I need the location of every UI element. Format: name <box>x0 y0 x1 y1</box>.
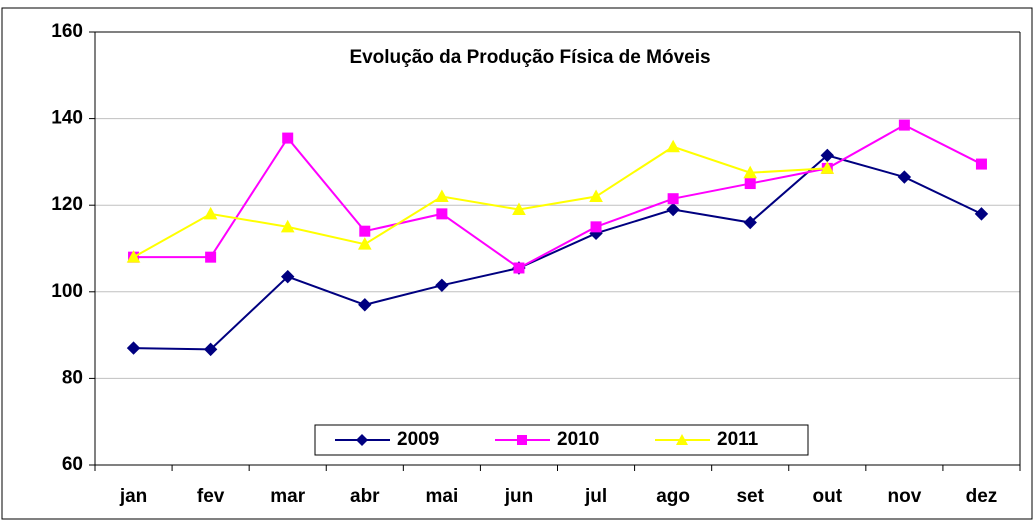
point <box>436 208 448 220</box>
point <box>897 170 912 184</box>
point <box>975 158 987 170</box>
point <box>513 262 525 274</box>
point <box>743 165 758 179</box>
y-tick-label: 100 <box>51 281 83 302</box>
x-tick-label: ago <box>656 486 690 507</box>
x-tick-label: dez <box>966 486 998 507</box>
point <box>205 251 217 263</box>
y-tick-label: 60 <box>62 454 83 475</box>
y-tick-label: 140 <box>51 108 83 129</box>
point <box>590 221 602 233</box>
point <box>743 215 757 230</box>
x-tick-label: abr <box>350 486 380 507</box>
point <box>126 341 141 355</box>
point <box>435 189 449 203</box>
point <box>974 207 989 221</box>
y-tick-label: 120 <box>51 194 83 215</box>
point <box>126 250 141 263</box>
point <box>359 225 371 237</box>
x-tick-label: fev <box>197 486 225 507</box>
point <box>203 206 218 220</box>
x-tick-label: nov <box>887 486 921 507</box>
point <box>744 178 756 190</box>
legend-marker <box>517 435 527 445</box>
point <box>281 269 295 284</box>
legend-marker <box>356 434 368 446</box>
point <box>667 193 679 205</box>
x-tick-label: jun <box>504 486 534 507</box>
point <box>589 189 603 203</box>
legend-label: 2010 <box>557 429 599 450</box>
point <box>280 219 295 233</box>
legend-label: 2009 <box>397 429 439 450</box>
y-tick-label: 160 <box>51 21 83 42</box>
x-tick-label: jan <box>119 486 147 507</box>
x-tick-label: mar <box>270 486 305 507</box>
point <box>357 237 372 250</box>
point <box>203 342 218 357</box>
x-tick-label: mai <box>426 486 459 507</box>
point <box>898 119 910 131</box>
legend-label: 2011 <box>717 429 759 450</box>
series-line <box>133 154 982 351</box>
point <box>512 202 526 216</box>
x-tick-label: jul <box>584 486 607 507</box>
point <box>435 278 449 293</box>
series-line <box>133 145 828 259</box>
chart-title: Evolução da Produção Física de Móveis <box>349 47 710 68</box>
point <box>282 132 294 144</box>
x-tick-label: set <box>736 486 764 507</box>
legend-marker <box>676 434 688 445</box>
point <box>358 298 372 312</box>
point <box>820 161 835 174</box>
point <box>666 202 680 217</box>
point <box>666 139 680 153</box>
series-line <box>133 123 982 270</box>
legend-box <box>314 424 809 456</box>
x-tick-label: out <box>813 486 843 507</box>
y-tick-label: 80 <box>62 367 83 388</box>
